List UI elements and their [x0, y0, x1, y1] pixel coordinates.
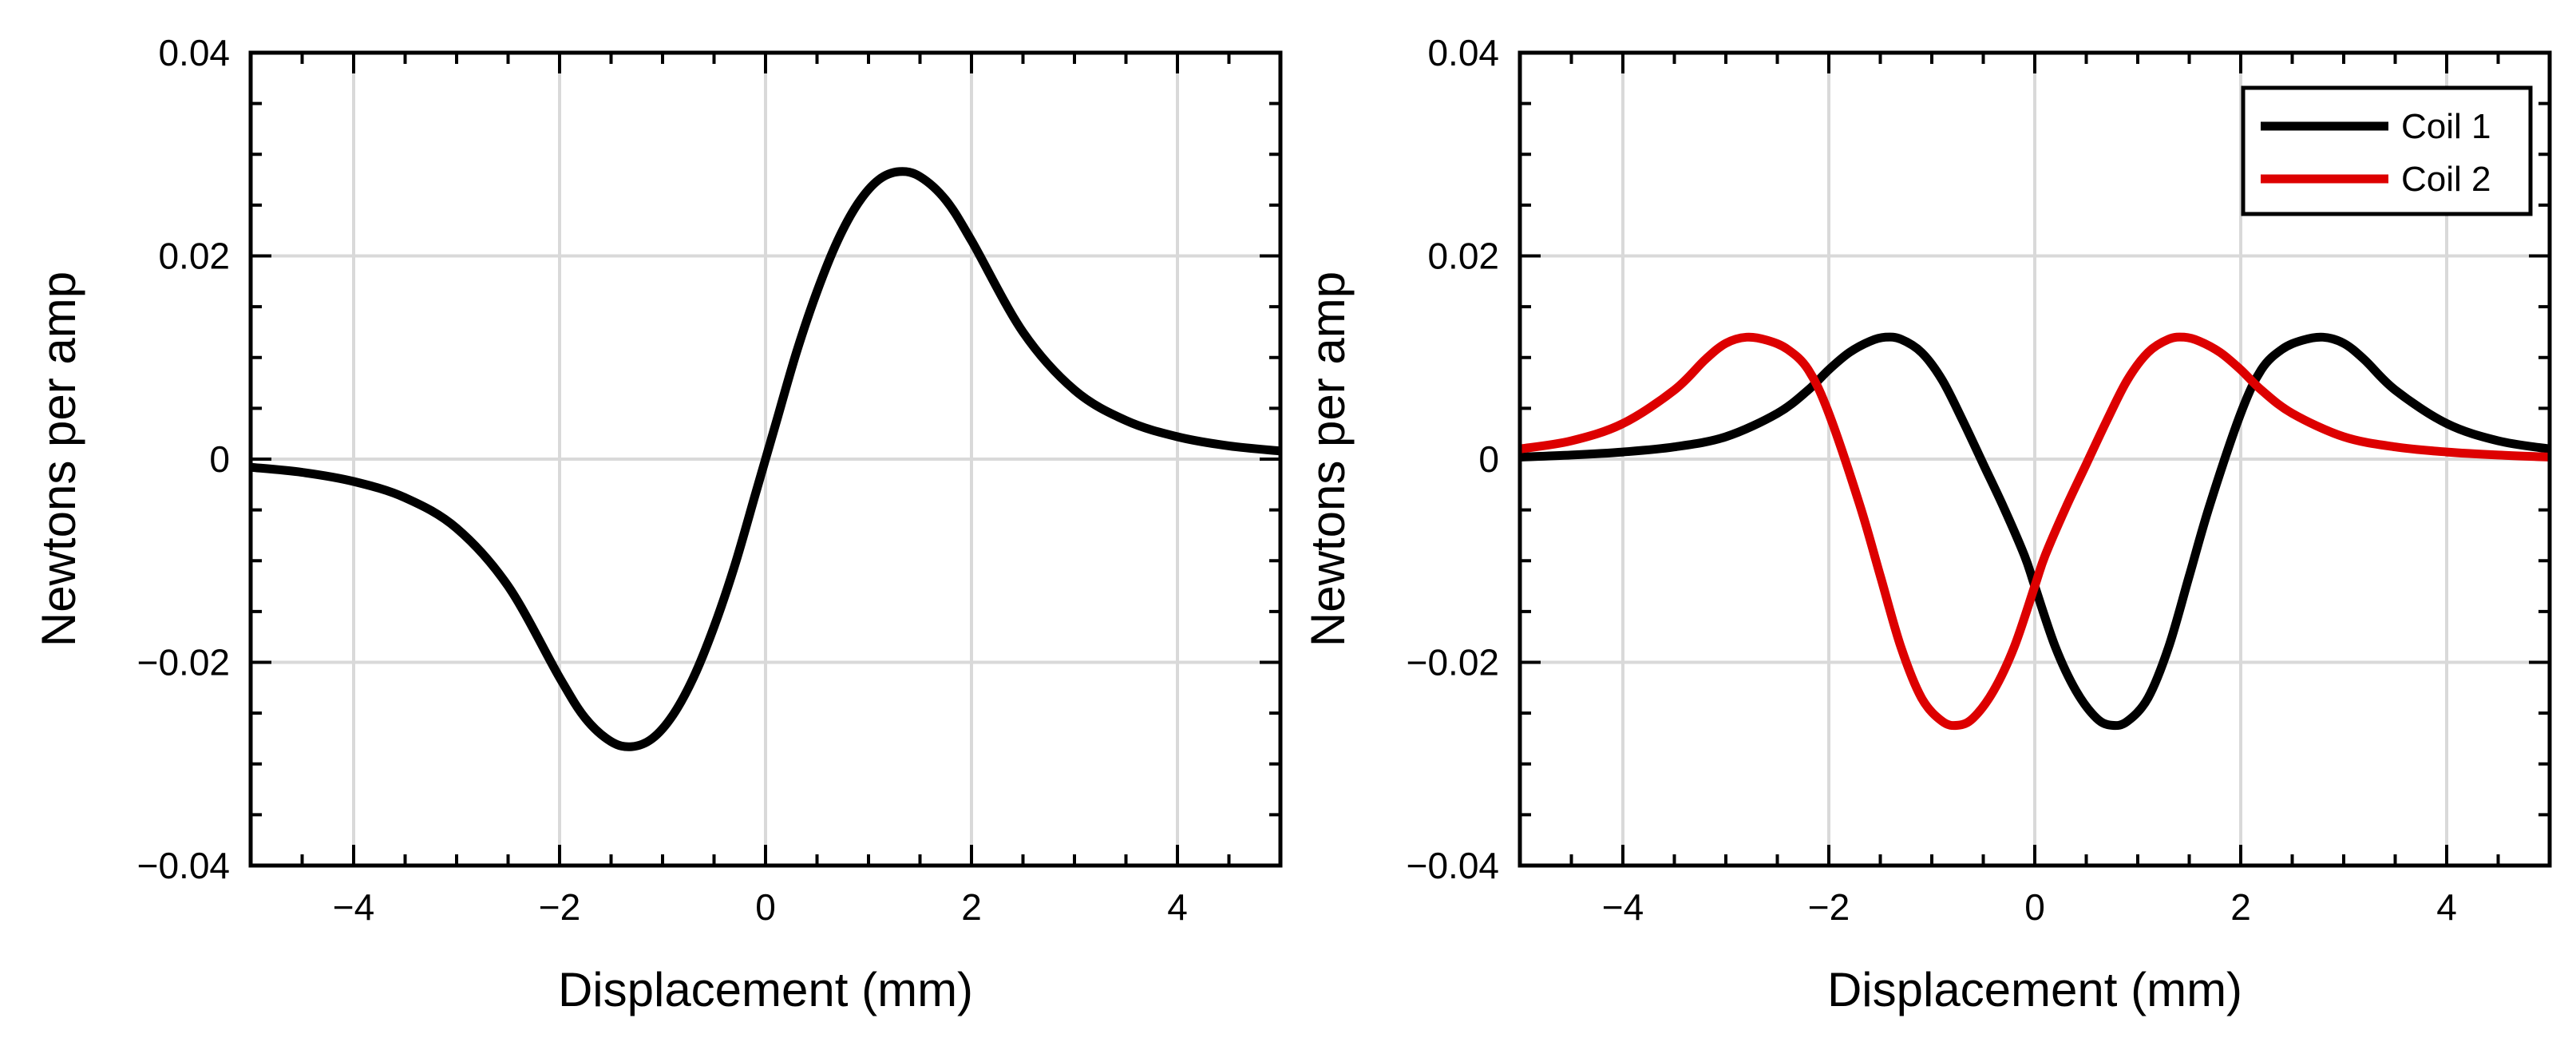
x-tick-label: 4 — [1167, 886, 1188, 928]
legend: Coil 1 Coil 2 — [2241, 85, 2533, 216]
y-tick-label: 0.02 — [158, 236, 230, 277]
legend-label: Coil 2 — [2401, 160, 2491, 199]
x-tick-label: −2 — [1808, 886, 1850, 928]
x-tick-label: 2 — [2230, 886, 2251, 928]
y-tick-label: −0.04 — [1407, 845, 1499, 886]
series-line-curve — [251, 167, 1280, 751]
x-tick-label: −4 — [1602, 886, 1644, 928]
y-tick-label: 0.04 — [158, 32, 230, 73]
y-axis-label: Newtons per amp — [1301, 271, 1355, 647]
axes-frame — [1518, 50, 2552, 868]
y-tick-label: −0.04 — [137, 845, 230, 886]
series-line-coil-2 — [1520, 332, 2550, 731]
legend-box — [2241, 85, 2533, 216]
y-tick-label: 0 — [209, 438, 230, 480]
legend-label: Coil 1 — [2401, 107, 2491, 146]
x-tick-label: −4 — [333, 886, 374, 928]
x-tick-label: 4 — [2436, 886, 2457, 928]
left-chart-panel: −4 −2 0 2 4 −0.04 −0.02 0 0.02 0.04 Displacement (… — [32, 32, 1283, 1016]
y-tick-label: 0.04 — [1427, 32, 1499, 73]
x-tick-label: 0 — [2024, 886, 2045, 928]
x-tick-label: 0 — [755, 886, 776, 928]
x-axis-label: Displacement (mm) — [558, 963, 973, 1016]
y-axis-label: Newtons per amp — [32, 271, 85, 647]
right-chart-panel: −4 −2 0 2 4 −0.04 −0.02 0 0.02 0.04 Displacement (… — [1301, 32, 2552, 1016]
y-tick-label: 0 — [1478, 438, 1499, 480]
y-tick-label: −0.02 — [137, 642, 230, 683]
series-line-coil-1 — [1520, 332, 2550, 731]
y-tick-label: 0.02 — [1427, 236, 1499, 277]
x-tick-label: −2 — [539, 886, 580, 928]
y-tick-label: −0.02 — [1407, 642, 1499, 683]
x-axis-label: Displacement (mm) — [1827, 963, 2242, 1016]
x-tick-label: 2 — [961, 886, 982, 928]
axes-frame — [248, 50, 1283, 868]
